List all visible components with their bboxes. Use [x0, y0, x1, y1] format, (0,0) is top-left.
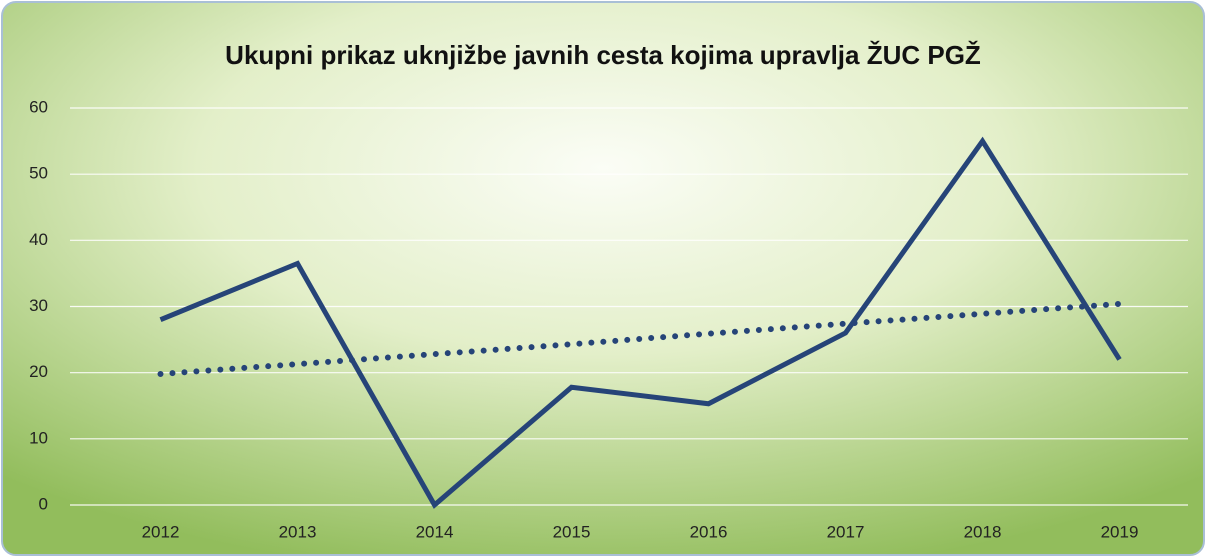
- line-series: [159, 136, 1122, 509]
- y-tick-label: 30: [29, 296, 48, 315]
- x-tick-label: 2015: [553, 522, 591, 541]
- x-tick-label: 2013: [279, 522, 317, 541]
- y-tick-label: 20: [29, 362, 48, 381]
- x-tick-label: 2014: [416, 522, 454, 541]
- y-tick-label: 10: [29, 428, 48, 447]
- y-tick-label: 40: [29, 230, 48, 249]
- y-tick-label: 60: [29, 97, 48, 116]
- chart-title: Ukupni prikaz uknjižbe javnih cesta koji…: [225, 40, 981, 70]
- trendline: [157, 300, 1123, 377]
- x-tick-label: 2016: [690, 522, 728, 541]
- x-tick-label: 2012: [142, 522, 180, 541]
- x-tick-label: 2019: [1101, 522, 1139, 541]
- y-tick-label: 50: [29, 164, 48, 183]
- x-tick-label: 2018: [964, 522, 1002, 541]
- x-tick-label: 2017: [827, 522, 865, 541]
- y-tick-label: 0: [39, 494, 48, 513]
